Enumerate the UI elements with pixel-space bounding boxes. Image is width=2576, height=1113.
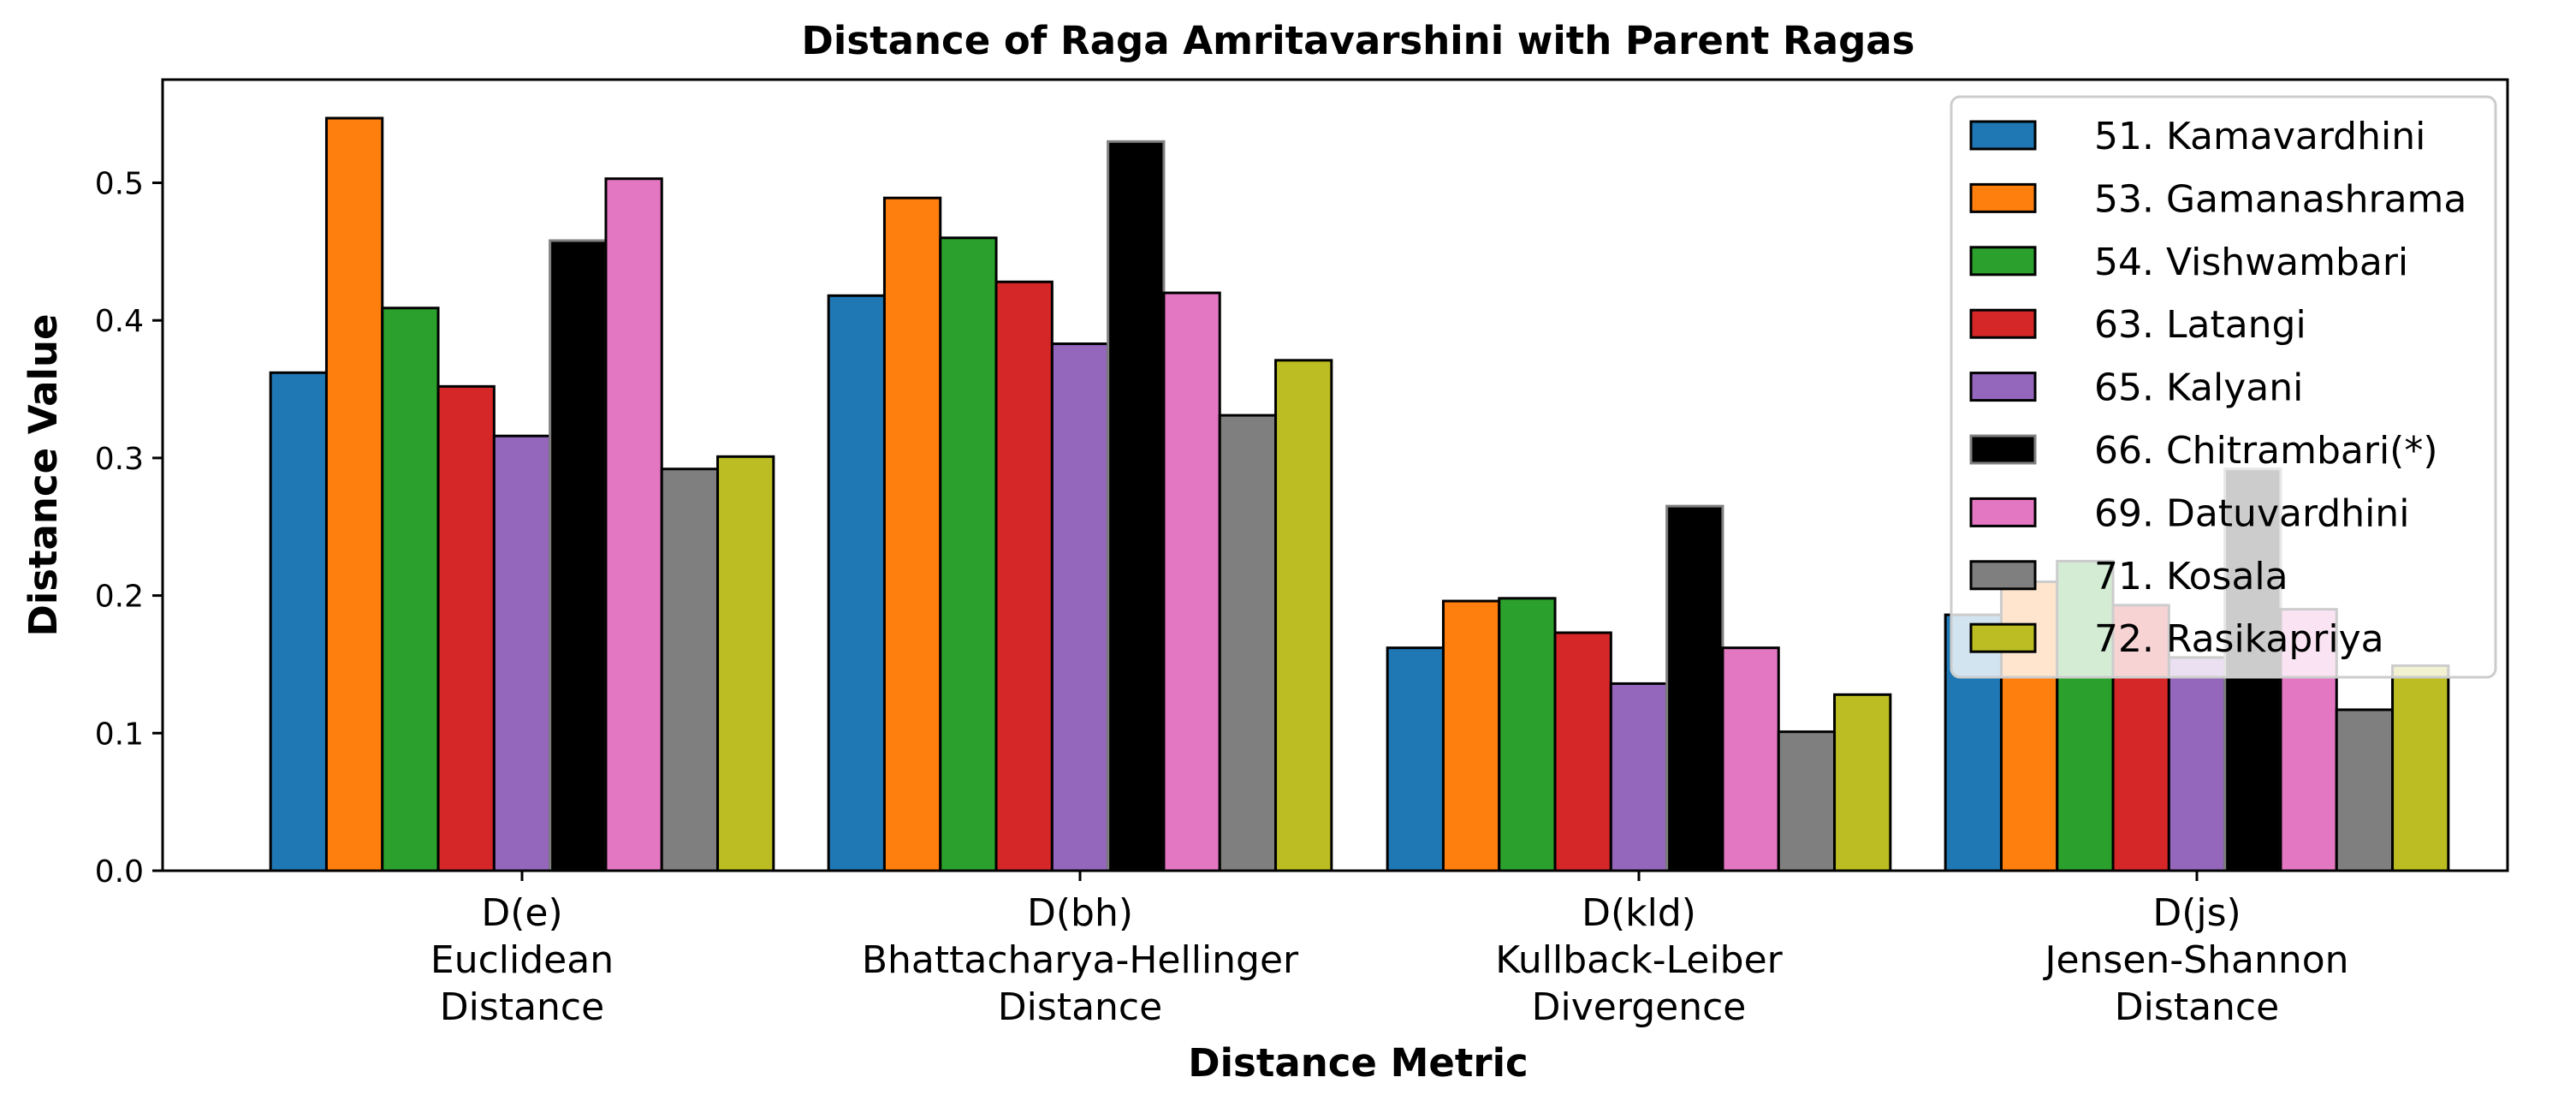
bar-7-1 xyxy=(1218,414,1278,872)
legend-label: 72. Rasikapriya xyxy=(2094,617,2384,661)
chart-title: Distance of Raga Amritavarshini with Par… xyxy=(802,18,1915,63)
x-tick-label: D(kld) xyxy=(1582,891,1696,935)
legend-swatch xyxy=(1969,246,2037,277)
bar-2-0 xyxy=(381,307,440,872)
bar-4-0 xyxy=(492,434,552,872)
bar-7-2 xyxy=(1777,730,1837,872)
x-tick-label: D(bh) xyxy=(1027,891,1133,935)
x-tick-label: D(js) xyxy=(2152,891,2241,935)
x-tick-label: Kullback-Leiber xyxy=(1495,938,1783,982)
legend-swatch xyxy=(1969,372,2037,402)
bar-1-2 xyxy=(1441,599,1501,872)
x-axis-label: Distance Metric xyxy=(1188,1040,1528,1086)
bar-6-1 xyxy=(1162,291,1221,872)
x-tick-label: D(e) xyxy=(481,891,562,935)
bar-5-1 xyxy=(1107,140,1166,872)
legend-frame xyxy=(1950,95,2497,679)
bar-3-0 xyxy=(436,384,496,872)
legend-swatch xyxy=(1969,182,2037,213)
bar-7-0 xyxy=(660,467,720,872)
bar-1-1 xyxy=(882,196,942,872)
y-tick-label: 0.4 xyxy=(95,304,144,339)
x-tick-label: Divergence xyxy=(1532,985,1747,1029)
legend: 51. Kamavardhini 53. Gamanashrama 54. Vish… xyxy=(1950,95,2497,679)
bar-4-1 xyxy=(1050,342,1110,872)
x-tick-label: Distance xyxy=(998,985,1162,1029)
bar-8-0 xyxy=(716,455,775,872)
legend-label: 65. Kalyani xyxy=(2094,366,2303,410)
bar-4-3 xyxy=(2167,656,2227,872)
x-tick-label: Bhattacharya-Hellinger xyxy=(862,938,1299,982)
bar-3-2 xyxy=(1553,631,1612,872)
bar-8-1 xyxy=(1274,359,1333,872)
y-tick-label: 0.5 xyxy=(95,167,144,202)
plot-frame xyxy=(161,78,2509,872)
legend-label: 51. Kamavardhini xyxy=(2094,115,2425,158)
bar-0-1 xyxy=(827,294,886,872)
bar-8-2 xyxy=(1833,693,1892,872)
y-tick-label: 0.3 xyxy=(95,442,144,477)
bar-5-2 xyxy=(1665,504,1724,872)
y-tick-label: 0.0 xyxy=(95,854,144,890)
y-axis-tick-labels: 0.0 0.1 0.2 0.3 0.4 0.5 xyxy=(95,167,163,890)
legend-swatch xyxy=(1969,308,2037,339)
x-tick-label: Jensen-Shannon xyxy=(2042,938,2348,982)
legend-swatch xyxy=(1969,622,2037,653)
bar-2-2 xyxy=(1498,597,1557,872)
legend-label: 54. Vishwambari xyxy=(2094,241,2408,284)
legend-label: 63. Latangi xyxy=(2094,303,2306,347)
legend-swatch xyxy=(1969,434,2037,465)
legend-swatch xyxy=(1969,497,2037,527)
legend-label: 71. Kosala xyxy=(2094,555,2288,598)
bar-2-1 xyxy=(939,236,998,872)
bar-7-3 xyxy=(2335,708,2395,872)
legend-swatch xyxy=(1969,560,2037,591)
bar-6-0 xyxy=(604,177,663,872)
x-tick-label: Euclidean xyxy=(430,938,614,982)
bar-6-2 xyxy=(1721,646,1780,872)
bar-0-2 xyxy=(1386,646,1445,872)
y-tick-label: 0.1 xyxy=(95,717,144,752)
bar-1-0 xyxy=(324,116,384,872)
x-tick-label: Distance xyxy=(440,985,604,1029)
y-tick-label: 0.2 xyxy=(95,580,144,615)
bar-5-0 xyxy=(549,239,608,872)
x-tick-label: Distance xyxy=(2115,985,2279,1029)
x-axis-tick-labels: D(e)EuclideanDistanceD(bh)Bhattacharya-H… xyxy=(430,871,2349,1029)
bar-0-0 xyxy=(269,371,328,872)
legend-label: 69. Datuvardhini xyxy=(2094,491,2409,535)
legend-label: 66. Chitrambari(*) xyxy=(2094,429,2438,473)
bar-4-2 xyxy=(1609,681,1669,872)
bar-8-3 xyxy=(2391,664,2450,872)
legend-label: 53. Gamanashrama xyxy=(2094,177,2466,221)
y-axis-label: Distance Value xyxy=(21,313,66,636)
bar-3-1 xyxy=(994,280,1054,872)
legend-swatch xyxy=(1969,120,2037,151)
